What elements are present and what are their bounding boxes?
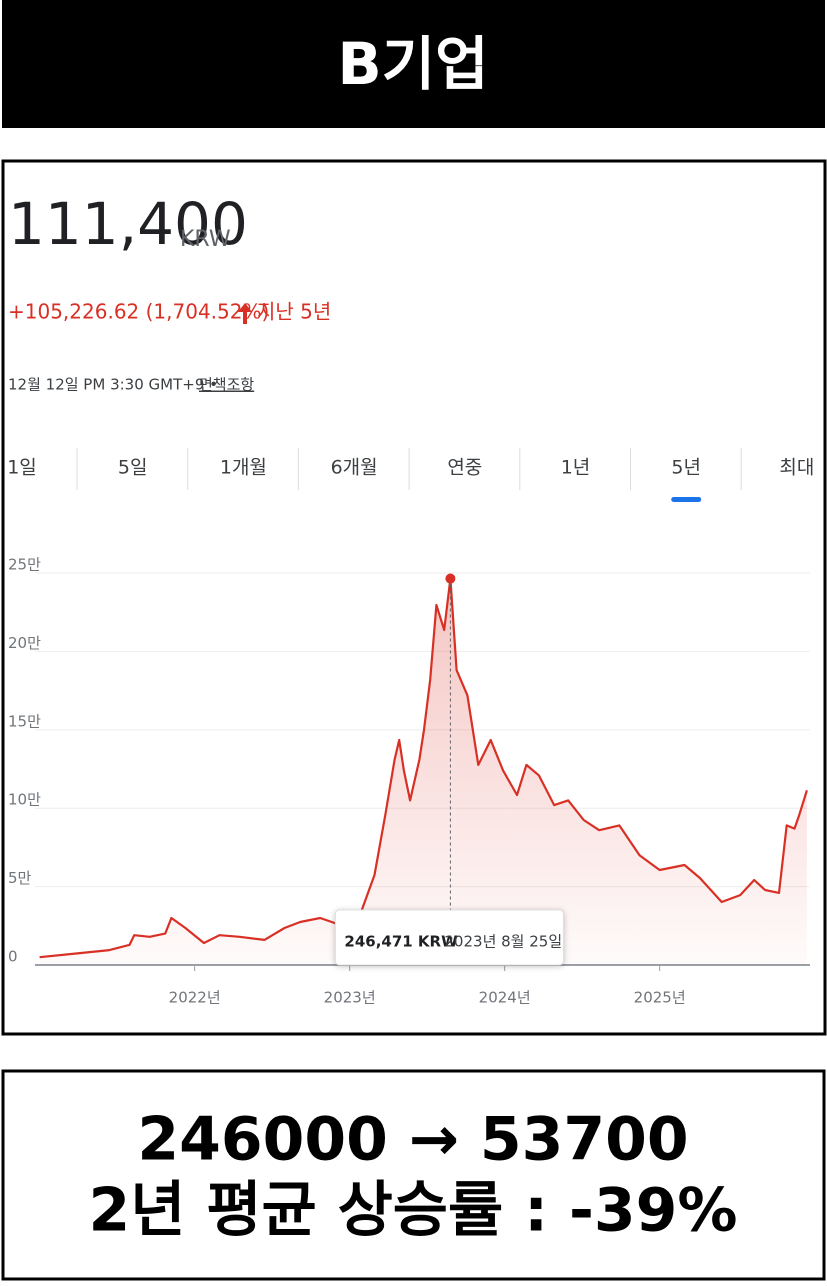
- banner: [2, 0, 825, 128]
- tab[interactable]: 1개월: [220, 457, 267, 479]
- summary-line: 2년 평균 상승률 : -39%: [88, 1176, 737, 1246]
- y-tick-label: 20만: [8, 634, 41, 652]
- period: 지난 5년: [257, 300, 331, 324]
- tab[interactable]: 1년: [561, 457, 591, 479]
- tab[interactable]: 6개월: [331, 457, 378, 479]
- tab[interactable]: 5일: [118, 457, 148, 479]
- y-tick-label: 25만: [8, 556, 41, 574]
- currency: KRW: [180, 227, 231, 252]
- price: 111,400: [8, 190, 248, 258]
- tab[interactable]: 연중: [447, 457, 482, 479]
- tab-indicator: [671, 497, 702, 502]
- change: +105,226.62 (1,704.52%): [8, 300, 269, 324]
- x-tick-label: 2024년: [479, 989, 531, 1007]
- timestamp: 12월 12일 PM 3:30 GMT+9 •: [8, 376, 218, 394]
- area: [39, 578, 807, 965]
- x-tick-label: 2023년: [324, 989, 376, 1007]
- y-tick-label: 0: [8, 948, 18, 966]
- y-tick-label: 15만: [8, 712, 41, 730]
- hover-point: [445, 573, 456, 584]
- tooltip: [334, 909, 564, 966]
- summary-box: [1, 1069, 826, 1281]
- tab[interactable]: 5년: [671, 457, 701, 479]
- disclaimer-link[interactable]: 면책조항: [199, 376, 254, 394]
- x-tick-label: 2025년: [634, 989, 686, 1007]
- plot: 0 5만 10만 15만 20만 25만 2022년 2023년 2024년 2025년 246,4…: [8, 556, 810, 1007]
- tooltip-value: 246,471 KRW: [344, 933, 458, 951]
- x-tick-label: 2022년: [169, 989, 221, 1007]
- tabs: 1일 5일 1개월 6개월 연중 1년 5년 최대: [7, 448, 814, 502]
- y-tick-label: 5만: [8, 869, 32, 887]
- summary-line: 246000 → 53700: [137, 1105, 688, 1175]
- tab[interactable]: 최대: [779, 457, 814, 479]
- y-tick-label: 10만: [8, 791, 41, 809]
- line: [39, 577, 808, 959]
- tab[interactable]: 1일: [7, 457, 37, 479]
- up-arrow: [238, 303, 252, 324]
- banner-title: B기업: [338, 30, 489, 98]
- tooltip-date: 2023년 8월 25일: [444, 933, 562, 951]
